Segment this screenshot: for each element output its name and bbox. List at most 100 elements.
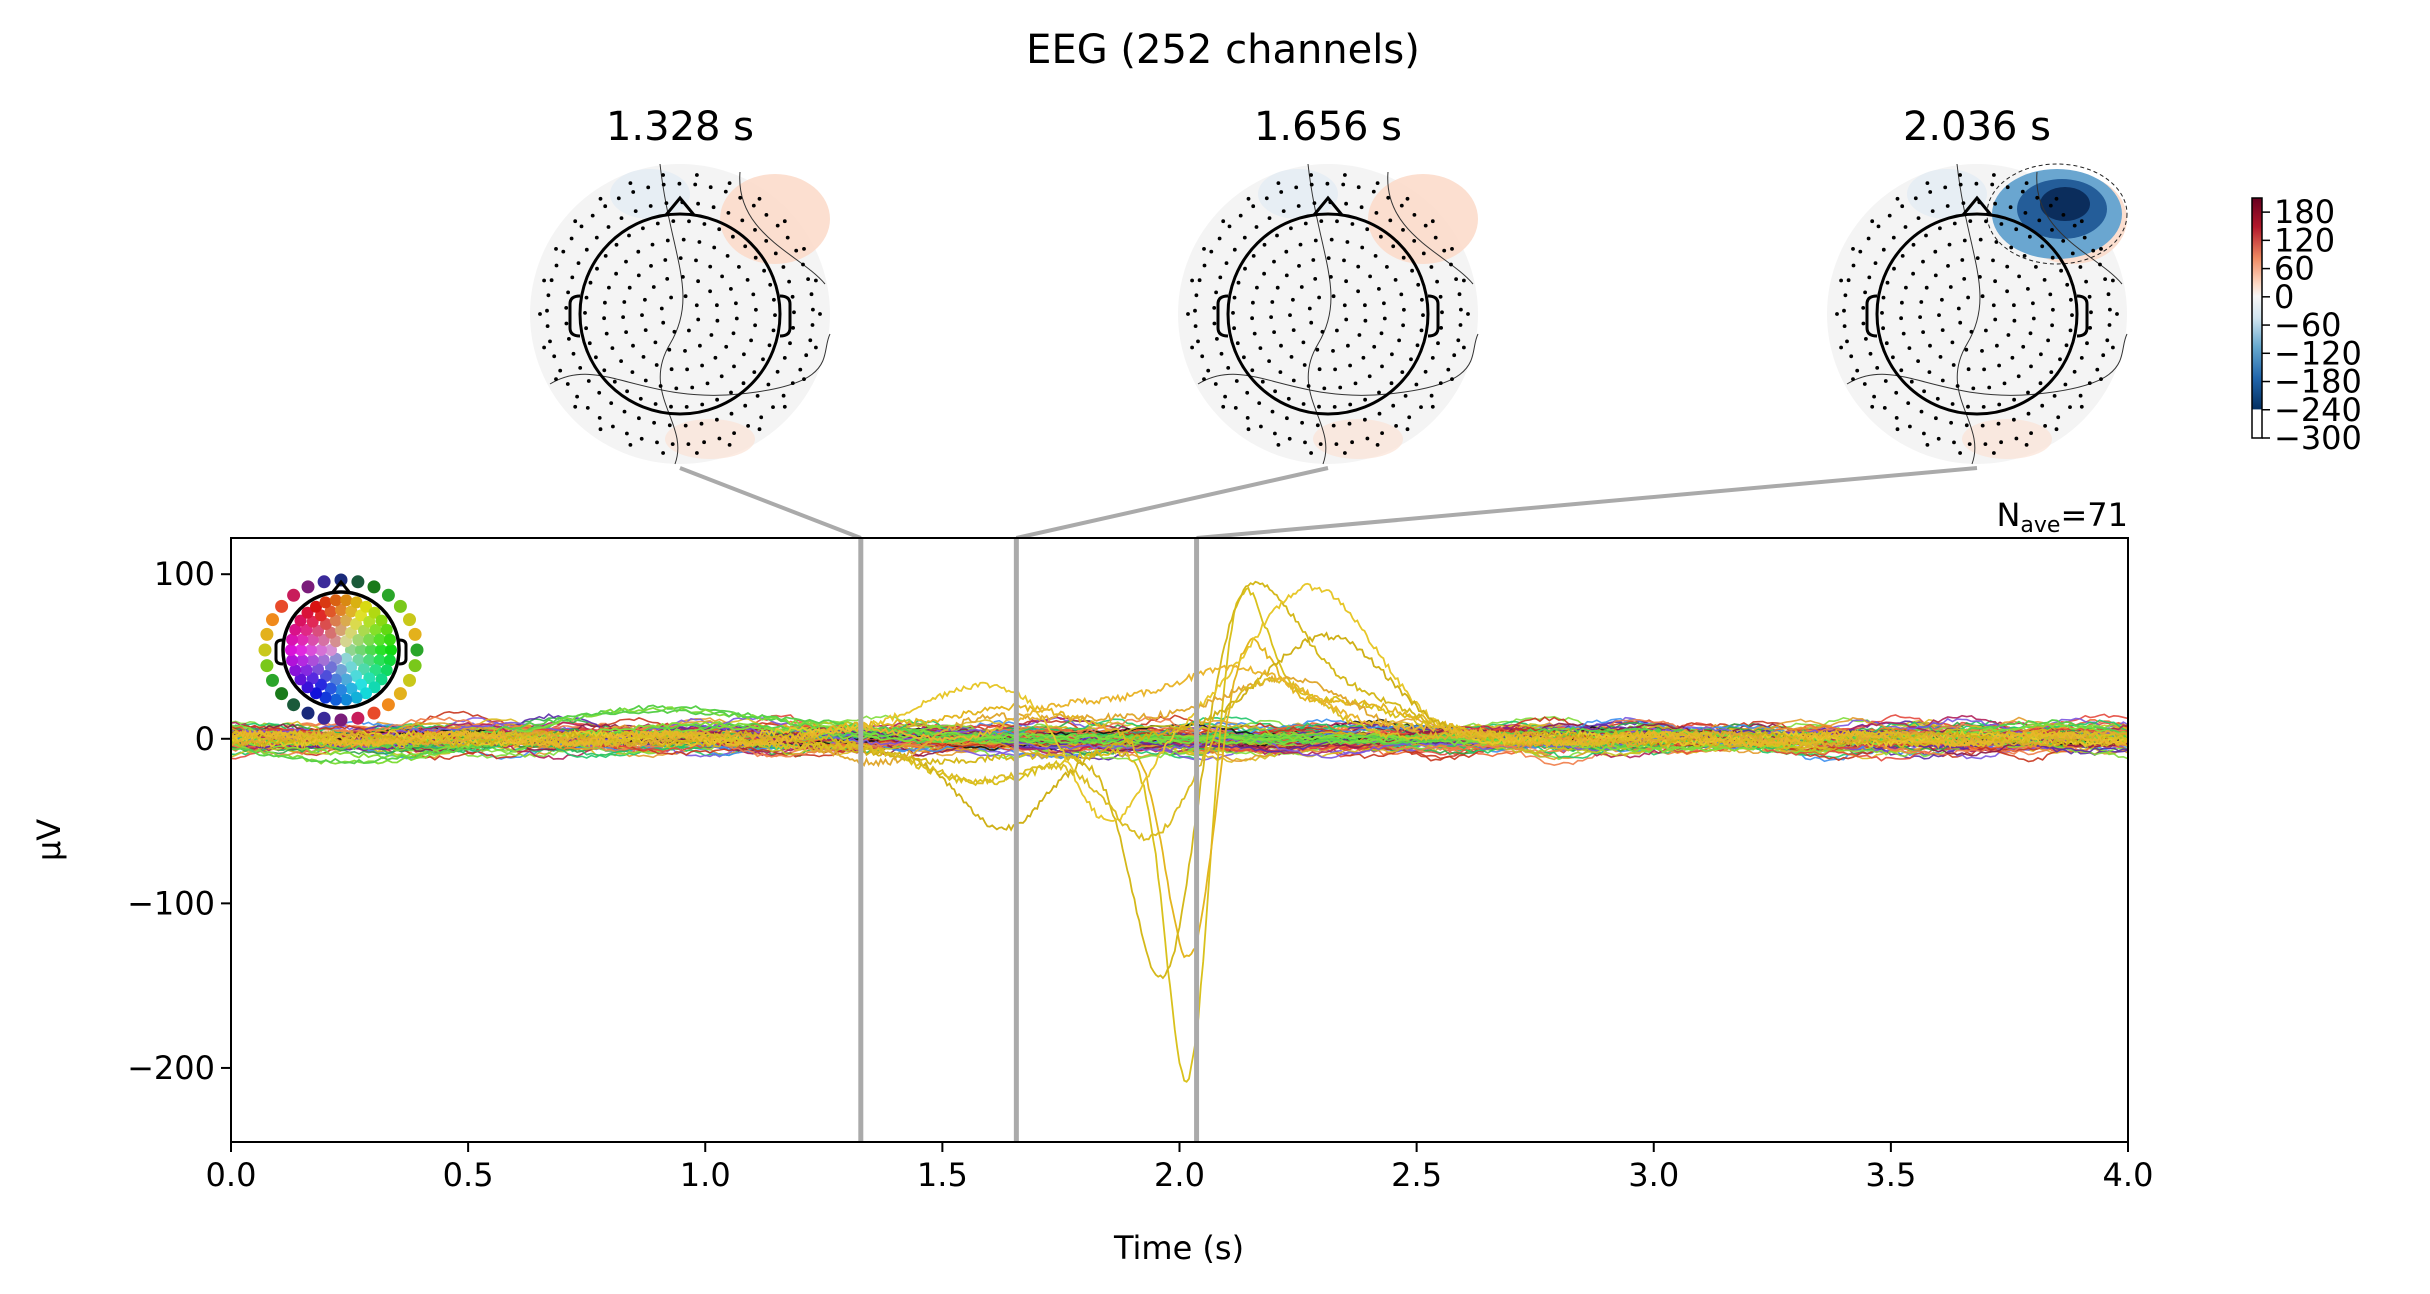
legend-sensor-dot: [324, 605, 337, 618]
sensor-dot: [1215, 337, 1219, 341]
topomap-negative-patch: [1907, 169, 1987, 219]
sensor-dot: [1845, 339, 1849, 344]
sensor-dot: [1928, 190, 1933, 194]
topomap-negative-patch: [1258, 169, 1338, 219]
legend-sensor-dot: [289, 623, 302, 636]
sensor-dot: [1306, 384, 1311, 388]
sensor-dot: [1884, 341, 1889, 346]
sensor-dot: [1388, 218, 1393, 223]
sensor-dot: [2043, 424, 2047, 428]
legend-sensor-dot: [294, 673, 307, 686]
sensor-dot: [653, 402, 658, 406]
sensor-dot: [614, 242, 619, 247]
sensor-dot: [1270, 409, 1275, 414]
sensor-dot: [597, 416, 602, 420]
sensor-dot: [602, 316, 606, 321]
sensor-dot: [1867, 275, 1872, 280]
legend-sensor-dot: [363, 633, 376, 646]
sensor-dot: [1949, 420, 1953, 425]
sensor-dot: [1329, 237, 1334, 242]
sensor-dot: [1938, 355, 1943, 359]
sensor-dot: [598, 427, 603, 432]
sensor-dot: [2049, 370, 2054, 374]
sensor-dot: [745, 278, 750, 282]
sensor-dot: [1361, 355, 1366, 360]
sensor-dot: [2038, 381, 2043, 386]
sensor-dot: [717, 436, 722, 441]
sensor-dot: [659, 306, 664, 311]
sensor-dot: [1279, 343, 1283, 348]
sensor-dot: [1365, 227, 1370, 232]
legend-sensor-dot: [358, 624, 370, 637]
sensor-dot: [1399, 292, 1404, 297]
sensor-dot: [627, 285, 632, 290]
sensor-dot: [1454, 277, 1458, 281]
sensor-dot: [1377, 390, 1381, 395]
legend-sensor-dot: [345, 605, 358, 618]
sensor-dot: [2028, 234, 2032, 239]
sensor-dot: [2008, 205, 2013, 210]
sensor-dot: [1442, 248, 1447, 253]
legend-sensor-dot: [375, 673, 388, 686]
sensor-dot: [680, 200, 685, 205]
sensor-dot: [2035, 195, 2040, 200]
sensor-dot: [677, 181, 682, 186]
legend-sensor-dot: [375, 644, 387, 656]
sensor-dot: [1343, 173, 1347, 177]
x-tick-label: 1.5: [917, 1156, 968, 1194]
sensor-dot: [1415, 343, 1420, 348]
sensor-dot: [782, 404, 787, 409]
sensor-dot: [781, 393, 786, 398]
sensor-dot: [1390, 352, 1394, 357]
sensor-dot: [725, 254, 730, 258]
sensor-dot: [1967, 442, 1972, 446]
legend-sensor-dot: [381, 588, 395, 602]
legend-sensor-dot: [369, 624, 382, 636]
sensor-dot: [590, 213, 595, 218]
sensor-dot: [2087, 294, 2092, 299]
sensor-dot: [782, 356, 787, 360]
legend-sensor-dot: [355, 644, 367, 656]
sensor-dot: [1319, 219, 1324, 224]
sensor-dot: [667, 423, 672, 428]
sensor-dot: [781, 265, 786, 269]
sensor-dot: [1331, 423, 1336, 428]
sensor-dot: [1849, 354, 1854, 359]
sensor-dot: [1212, 321, 1217, 326]
sensor-dot: [1882, 406, 1887, 410]
sensor-dot: [672, 329, 677, 334]
sensor-dot: [801, 262, 805, 267]
sensor-dot: [1213, 382, 1218, 386]
legend-sensor-dot: [345, 682, 358, 695]
sensor-dot: [1236, 280, 1241, 285]
sensor-dot: [1367, 374, 1372, 379]
sensor-dot: [1839, 278, 1843, 283]
sensor-dot: [2026, 411, 2031, 416]
head-right-ear: [2076, 294, 2089, 338]
sensor-dot: [1405, 196, 1410, 201]
sensor-dot: [790, 294, 795, 299]
sensor-dot: [1421, 313, 1425, 317]
topomap-contour: [2036, 171, 2123, 285]
sensor-dot: [1294, 185, 1299, 190]
sensor-dot: [1964, 423, 1969, 428]
legend-head-nose: [330, 579, 352, 594]
sensor-dot: [1235, 341, 1240, 346]
sensor-dot: [1246, 427, 1251, 432]
sensor-dot: [1251, 300, 1255, 305]
legend-sensor-dot: [275, 599, 289, 613]
sensor-dot: [2061, 213, 2066, 217]
x-tick-label: 2.5: [1391, 1156, 1442, 1194]
sensor-dot: [1391, 244, 1396, 249]
sensor-dot: [2063, 382, 2068, 387]
sensor-dot: [1937, 313, 1941, 317]
sensor-dot: [1916, 359, 1920, 363]
sensor-dot: [640, 313, 644, 317]
sensor-dot: [715, 318, 720, 323]
sensor-dot: [2024, 181, 2029, 186]
legend-sensor-dot: [325, 661, 337, 674]
x-tick-label: 3.5: [1865, 1156, 1916, 1194]
legend-sensor-dot: [393, 599, 407, 613]
sensor-dot: [746, 424, 750, 428]
sensor-dot: [1309, 451, 1313, 455]
